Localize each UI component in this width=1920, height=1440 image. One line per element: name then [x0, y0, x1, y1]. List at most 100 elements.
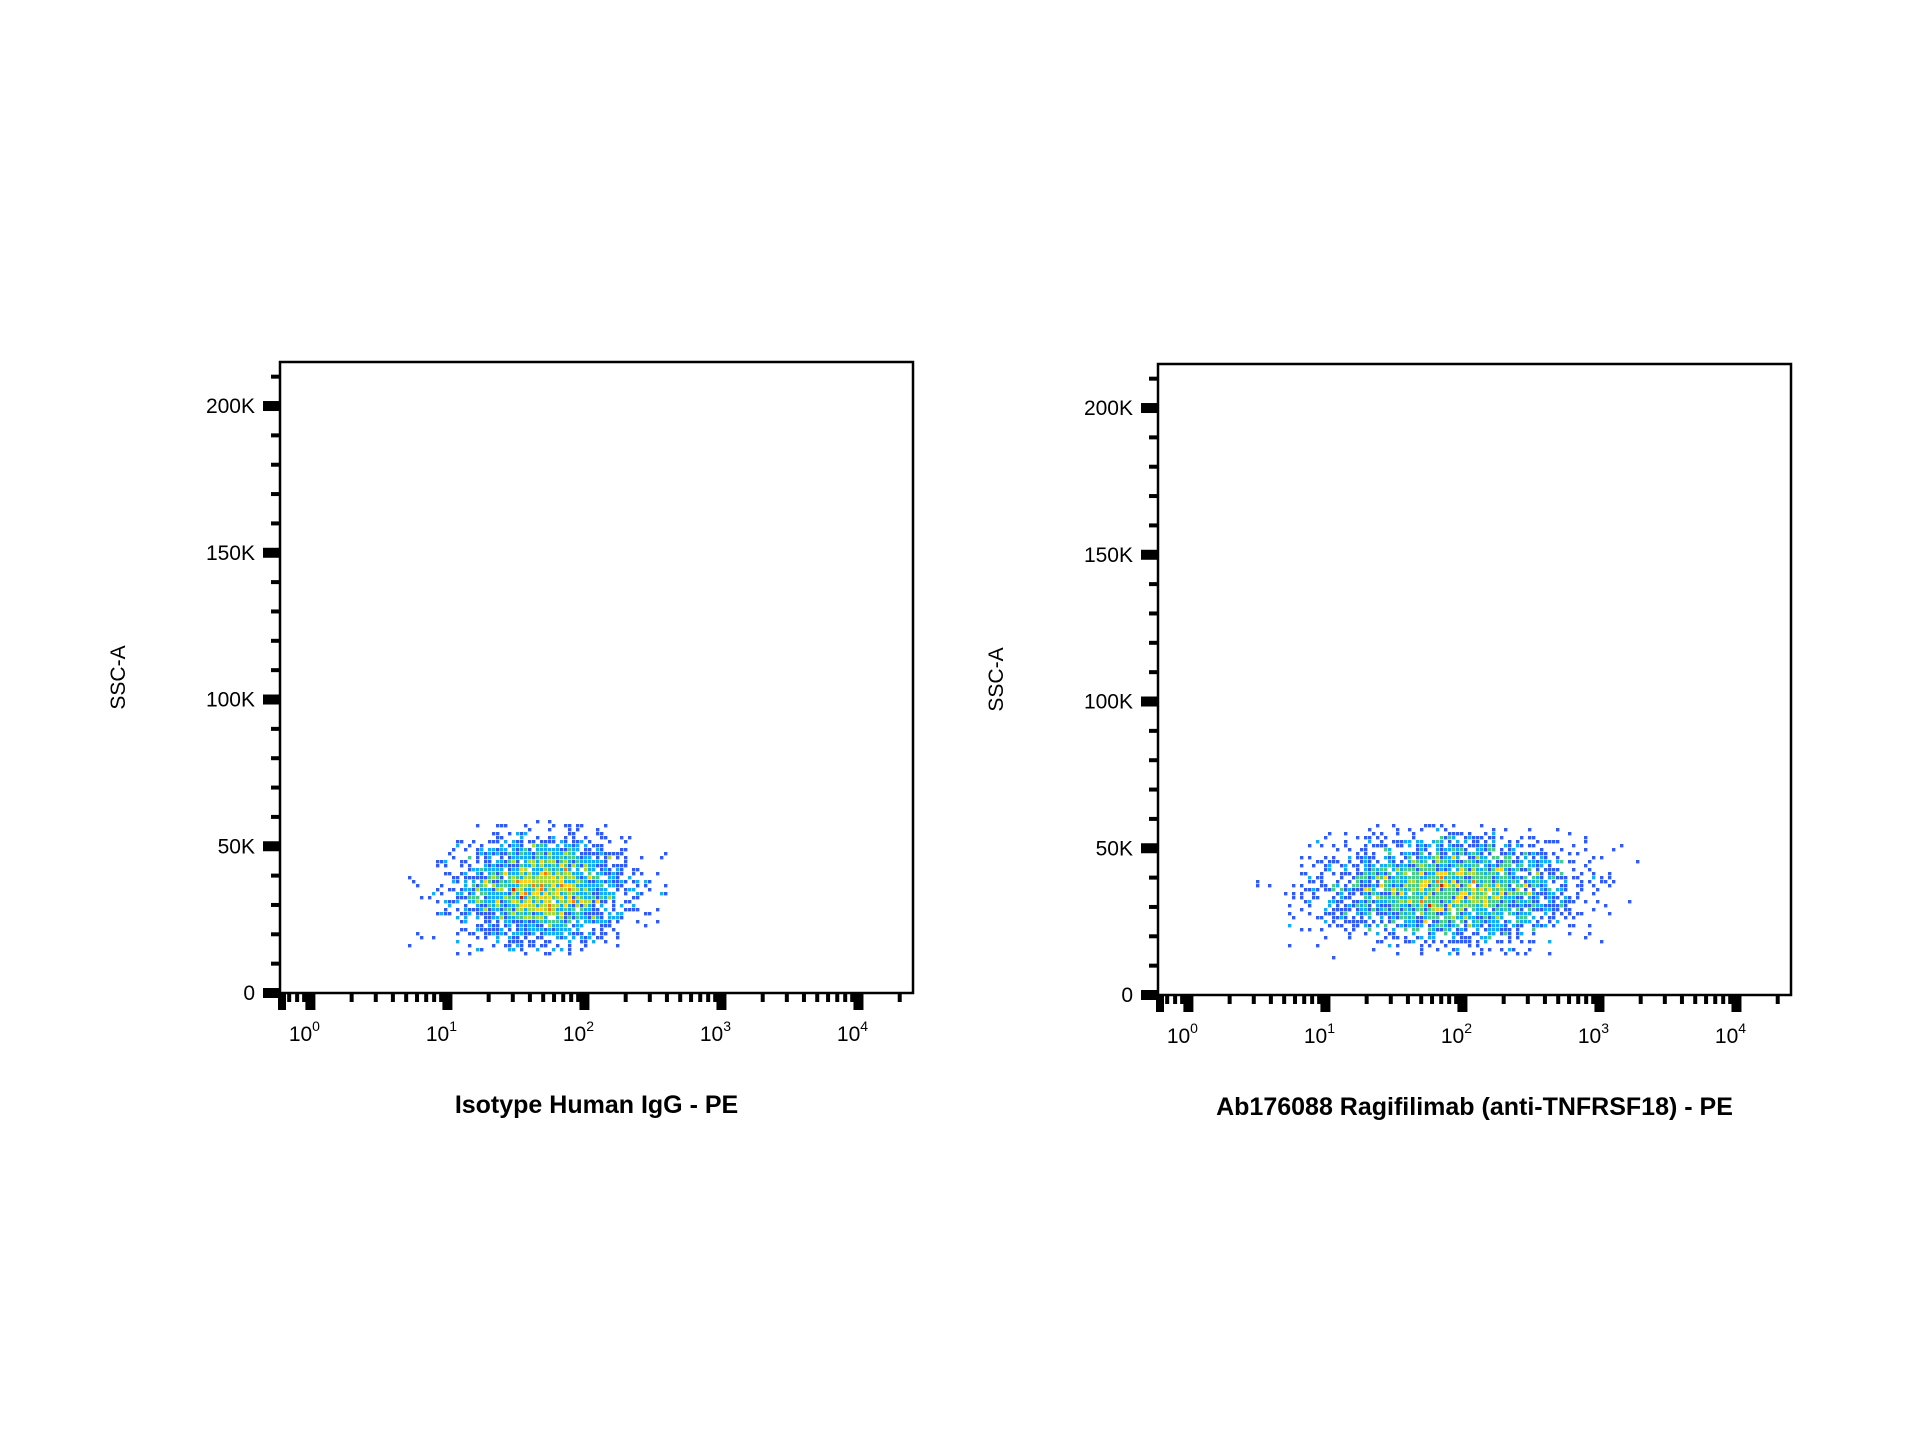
event-dot [1436, 896, 1440, 900]
event-dot [1488, 896, 1492, 900]
event-dot [516, 860, 520, 864]
event-dot [492, 932, 496, 936]
event-dot [1364, 932, 1368, 936]
event-dot [1408, 856, 1412, 860]
event-dot [532, 932, 536, 936]
event-dot [504, 944, 508, 948]
event-dot [552, 908, 556, 912]
event-dot [464, 884, 468, 888]
event-dot [1428, 876, 1432, 880]
event-dot [544, 912, 548, 916]
event-dot [1560, 912, 1564, 916]
event-dot [1368, 836, 1372, 840]
event-dot [544, 888, 548, 892]
event-dot [568, 952, 572, 956]
event-dot [560, 924, 564, 928]
event-dot [584, 864, 588, 868]
event-dot [564, 904, 568, 908]
event-dot [1328, 904, 1332, 908]
event-dot [1500, 948, 1504, 952]
event-dot [1476, 924, 1480, 928]
event-dot [1460, 888, 1464, 892]
event-dot [552, 932, 556, 936]
event-dot [496, 892, 500, 896]
event-dot [1504, 952, 1508, 956]
event-dot [1352, 864, 1356, 868]
event-dot [452, 900, 456, 904]
event-dot [616, 944, 620, 948]
event-dot [520, 864, 524, 868]
event-dot [1396, 876, 1400, 880]
event-dot [1344, 868, 1348, 872]
event-dot [1412, 900, 1416, 904]
event-dot [560, 868, 564, 872]
event-dot [1400, 908, 1404, 912]
event-dot [560, 880, 564, 884]
event-dot [548, 828, 552, 832]
event-dot [1472, 880, 1476, 884]
event-dot [544, 840, 548, 844]
event-dot [1440, 876, 1444, 880]
event-dot [568, 860, 572, 864]
event-dot [564, 864, 568, 868]
event-dot [1432, 924, 1436, 928]
event-dot [1376, 892, 1380, 896]
event-dot [1524, 852, 1528, 856]
event-dot [476, 916, 480, 920]
event-dot [1464, 924, 1468, 928]
event-dot [1404, 888, 1408, 892]
event-dot [500, 892, 504, 896]
event-dot [580, 864, 584, 868]
event-dot [580, 860, 584, 864]
event-dot [1364, 876, 1368, 880]
event-dot [508, 940, 512, 944]
event-dot [1552, 908, 1556, 912]
event-dot [572, 888, 576, 892]
event-dot [1440, 920, 1444, 924]
event-dot [1528, 860, 1532, 864]
y-minor-tick [1149, 523, 1157, 528]
event-dot [540, 892, 544, 896]
event-dot [1464, 912, 1468, 916]
event-dot [504, 864, 508, 868]
event-dot [624, 888, 628, 892]
event-dot [536, 912, 540, 916]
event-dot [1396, 896, 1400, 900]
event-dot [1472, 892, 1476, 896]
event-dot [584, 892, 588, 896]
event-dot [1528, 884, 1532, 888]
event-dot [1472, 840, 1476, 844]
event-dot [1316, 888, 1320, 892]
event-dot [1420, 840, 1424, 844]
event-dot [604, 920, 608, 924]
event-dot [1464, 848, 1468, 852]
event-dot [1392, 912, 1396, 916]
event-dot [492, 888, 496, 892]
event-dot [1444, 896, 1448, 900]
event-dot [452, 876, 456, 880]
event-dot [556, 868, 560, 872]
event-dot [1564, 916, 1568, 920]
event-dot [1480, 880, 1484, 884]
event-dot [1348, 888, 1352, 892]
y-major-tick [263, 841, 279, 852]
event-dot [488, 872, 492, 876]
event-dot [1476, 836, 1480, 840]
event-dot [1460, 892, 1464, 896]
event-dot [1448, 872, 1452, 876]
event-dot [540, 880, 544, 884]
event-dot [516, 844, 520, 848]
event-dot [568, 884, 572, 888]
event-dot [440, 912, 444, 916]
event-dot [580, 936, 584, 940]
event-dot [488, 864, 492, 868]
event-dot [536, 884, 540, 888]
event-dot [1436, 924, 1440, 928]
event-dot [1448, 924, 1452, 928]
event-dot [1300, 864, 1304, 868]
event-dot [492, 896, 496, 900]
event-dot [1428, 892, 1432, 896]
event-dot [1552, 912, 1556, 916]
event-dot [580, 924, 584, 928]
event-dot [1548, 892, 1552, 896]
